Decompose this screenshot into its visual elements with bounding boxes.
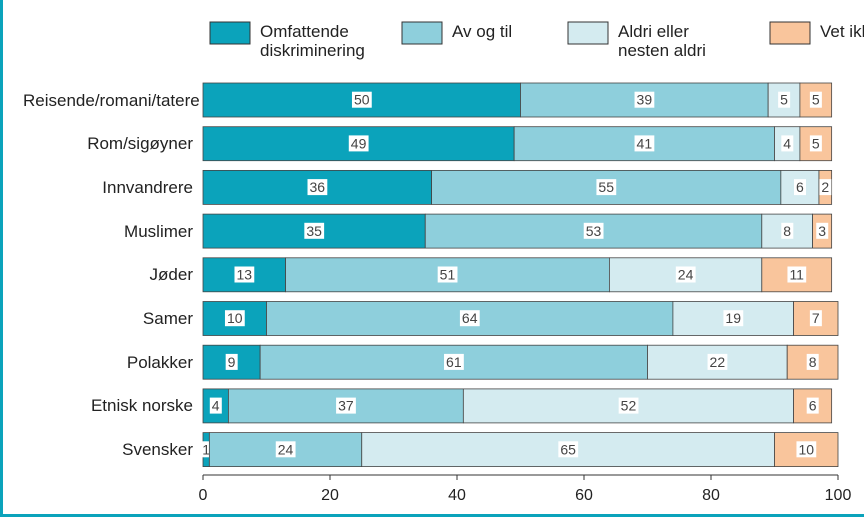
value-label: 9 — [228, 354, 236, 370]
category-label: Muslimer — [124, 221, 193, 241]
value-label: 1 — [202, 441, 210, 457]
value-label-box — [304, 222, 325, 239]
value-label-box — [707, 353, 728, 370]
category-label: Polakker — [126, 352, 193, 372]
value-label-box — [275, 441, 296, 458]
value-label-box — [351, 91, 372, 108]
value-label-box — [809, 91, 822, 108]
value-label: 19 — [725, 310, 741, 326]
value-label: 5 — [780, 92, 788, 108]
value-label-box — [583, 222, 604, 239]
legend-label: Omfattende diskriminering — [260, 22, 365, 60]
value-label: 8 — [783, 223, 791, 239]
legend-label: Aldri eller nesten aldri — [618, 22, 706, 60]
value-label-box — [796, 441, 817, 458]
x-tick-label: 60 — [575, 487, 593, 504]
category-label: Rom/sigøyner — [87, 134, 193, 154]
legend-label: Vet ikke — [820, 22, 864, 41]
value-label: 51 — [440, 267, 456, 283]
value-label-box — [806, 353, 819, 370]
value-label: 4 — [212, 398, 220, 414]
x-tick-label: 0 — [199, 487, 208, 504]
value-label-box — [348, 135, 369, 152]
value-label: 39 — [637, 92, 653, 108]
value-label: 35 — [306, 223, 322, 239]
value-label-box — [816, 222, 829, 239]
value-label-box — [596, 179, 617, 196]
value-label: 7 — [812, 310, 820, 326]
value-label-box — [618, 397, 639, 414]
value-label: 24 — [278, 441, 294, 457]
category-label: Reisende/romani/tatere — [23, 90, 200, 110]
value-label: 13 — [236, 267, 252, 283]
value-label: 4 — [783, 135, 791, 151]
category-label: Svensker — [122, 440, 193, 460]
value-label: 52 — [621, 398, 637, 414]
x-tick-label: 100 — [825, 487, 852, 504]
value-label: 6 — [796, 179, 804, 195]
value-label: 53 — [586, 223, 602, 239]
value-label-box — [234, 266, 255, 283]
value-label: 8 — [809, 354, 817, 370]
value-label: 6 — [809, 398, 817, 414]
value-label-box — [781, 135, 794, 152]
value-label-box — [723, 310, 744, 327]
value-label-box — [444, 353, 464, 370]
category-label: Etnisk norske — [90, 396, 193, 416]
value-label-box — [778, 91, 791, 108]
value-label: 11 — [789, 267, 804, 283]
value-label-box — [209, 397, 222, 414]
value-label-box — [225, 353, 238, 370]
value-label-box — [224, 310, 245, 327]
value-label: 37 — [338, 398, 354, 414]
value-label: 64 — [462, 310, 478, 326]
legend-swatch — [769, 21, 811, 45]
value-label: 22 — [710, 354, 726, 370]
value-label-box — [806, 397, 819, 414]
category-label: Jøder — [149, 265, 193, 285]
x-tick-label: 20 — [321, 487, 339, 504]
value-label: 65 — [560, 441, 576, 457]
value-label-box — [459, 310, 480, 327]
value-label: 55 — [598, 179, 614, 195]
value-label-box — [819, 179, 832, 196]
value-label-box — [787, 266, 807, 283]
value-label: 2 — [821, 179, 829, 195]
value-label-box — [781, 222, 794, 239]
value-label: 5 — [812, 135, 820, 151]
bar-segment — [793, 388, 833, 424]
value-label: 24 — [678, 267, 694, 283]
legend-label: Av og til — [452, 22, 513, 41]
value-label-box — [336, 397, 356, 414]
value-label: 5 — [812, 92, 820, 108]
value-label: 49 — [351, 135, 367, 151]
value-label: 10 — [798, 441, 814, 457]
value-label-box — [675, 266, 696, 283]
value-label: 3 — [818, 223, 826, 239]
value-label: 10 — [227, 310, 243, 326]
x-tick-label: 40 — [448, 487, 466, 504]
value-label-box — [634, 135, 655, 152]
legend-swatch — [209, 21, 251, 45]
value-label: 41 — [637, 135, 653, 151]
legend-swatch — [567, 21, 609, 45]
value-label-box — [558, 441, 579, 458]
value-label-box — [437, 266, 458, 283]
value-label: 61 — [446, 354, 462, 370]
value-label: 36 — [310, 179, 326, 195]
value-label-box — [634, 91, 655, 108]
value-label: 50 — [354, 92, 370, 108]
value-label-box — [794, 179, 807, 196]
category-label: Innvandrere — [102, 177, 193, 197]
value-label-box — [809, 310, 822, 327]
value-label-box — [307, 179, 328, 196]
category-label: Samer — [142, 309, 193, 328]
value-label-box — [809, 135, 822, 152]
legend-swatch — [401, 21, 443, 45]
x-tick-label: 80 — [702, 487, 720, 504]
